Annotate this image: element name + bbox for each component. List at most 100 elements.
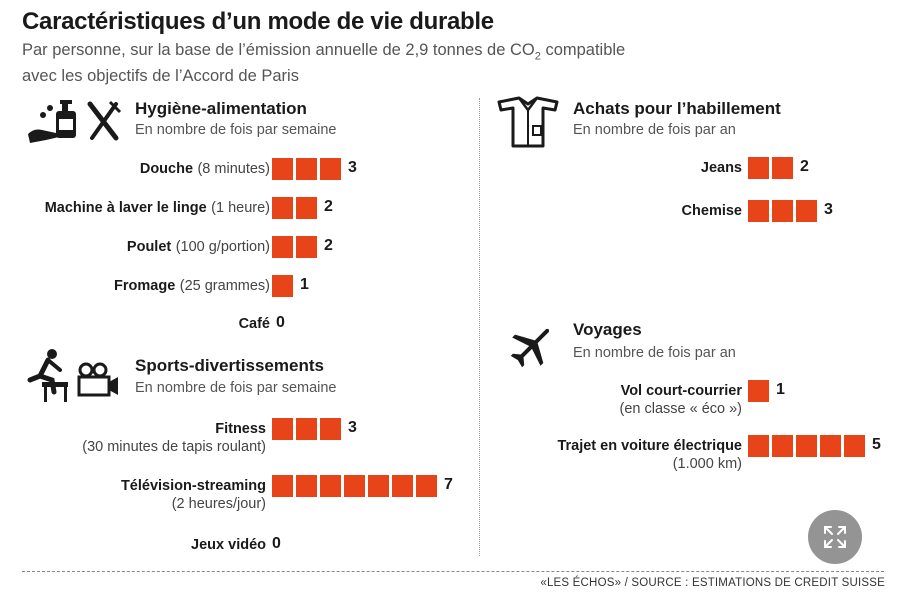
shirt-icon xyxy=(497,96,559,155)
bar-unit xyxy=(320,418,341,440)
bar-unit xyxy=(748,435,769,457)
bar-value: 3 xyxy=(824,201,833,218)
category-label: Vol court-courrier (en classe « éco ») xyxy=(619,382,742,418)
bar-unit xyxy=(772,435,793,457)
bar-row: Café 0 xyxy=(0,313,907,337)
bar-row: Chemise 3 xyxy=(0,200,907,224)
subtitle-line1-pre: Par personne, sur la base de l’émission … xyxy=(22,41,535,59)
section-unit-habillement: En nombre de fois par an xyxy=(573,122,736,138)
category-label: Machine à laver le linge (1 heure) xyxy=(45,199,270,217)
bar-value: 0 xyxy=(272,535,281,552)
category-detail: (100 g/portion) xyxy=(175,239,270,255)
subtitle-line2: avec les objectifs de l’Accord de Paris xyxy=(22,67,299,86)
bar-unit xyxy=(748,380,769,402)
category-subtitle: (2 heures/jour) xyxy=(171,496,266,512)
page-subtitle: Par personne, sur la base de l’émission … xyxy=(22,40,625,86)
category-label: Jeans xyxy=(701,159,742,177)
bar-unit xyxy=(296,197,317,219)
bar-unit xyxy=(296,418,317,440)
bar-unit xyxy=(344,475,365,497)
expand-button[interactable] xyxy=(808,510,862,564)
category-name: Café xyxy=(238,316,270,332)
bar-unit xyxy=(748,200,769,222)
category-label: Fromage (25 grammes) xyxy=(114,277,270,295)
section-title-habillement: Achats pour l’habillement xyxy=(573,99,781,118)
bar-row: Douche (8 minutes) 3 xyxy=(0,158,907,182)
bar-unit xyxy=(320,158,341,180)
category-name: Fitness xyxy=(215,421,266,437)
bar-unit xyxy=(820,435,841,457)
category-label: Poulet (100 g/portion) xyxy=(127,238,270,256)
cutlery-icon xyxy=(86,100,122,147)
bar-unit xyxy=(772,157,793,179)
bar-row: Machine à laver le linge (1 heure) 2 xyxy=(0,197,907,221)
footer-divider xyxy=(22,571,884,572)
category-name: Télévision-streaming xyxy=(120,478,266,494)
category-detail: (25 grammes) xyxy=(179,278,270,294)
category-name: Fromage xyxy=(114,278,176,294)
bar-row: Jeans 2 xyxy=(0,157,907,181)
bar-unit xyxy=(796,435,817,457)
category-name: Chemise xyxy=(681,203,742,219)
category-label: Chemise xyxy=(682,202,742,220)
bar-value: 2 xyxy=(800,158,809,175)
category-label: Douche (8 minutes) xyxy=(140,160,270,178)
page-title: Caractéristiques d’un mode de vie durabl… xyxy=(22,8,494,35)
bar-unit xyxy=(748,157,769,179)
bar-value: 2 xyxy=(324,198,333,215)
bar-value: 5 xyxy=(872,436,881,453)
category-label: Télévision-streaming (2 heures/jour) xyxy=(121,477,266,513)
bar-value: 2 xyxy=(324,237,333,254)
section-title-hygiene: Hygiène-alimentation xyxy=(135,99,307,118)
category-name: Vol court-courrier xyxy=(620,383,742,399)
bar-value: 0 xyxy=(276,314,285,331)
bar-unit xyxy=(844,435,865,457)
section-unit-hygiene: En nombre de fois par semaine xyxy=(135,122,337,138)
source-credit: «LES ÉCHOS» / SOURCE : ESTIMATIONS DE CR… xyxy=(540,577,885,589)
hand-soap-icon xyxy=(26,96,80,151)
bar-row: Trajet en voiture électrique (1.000 km) 5 xyxy=(0,435,907,472)
category-name: Trajet en voiture électrique xyxy=(557,438,742,454)
category-name: Douche xyxy=(139,161,194,177)
expand-icon xyxy=(824,526,846,548)
bar-unit xyxy=(772,200,793,222)
category-subtitle: (en classe « éco ») xyxy=(619,401,742,417)
bar-value: 7 xyxy=(444,476,453,493)
section-title-sports: Sports-divertissements xyxy=(135,356,324,375)
category-name: Jeans xyxy=(700,160,742,176)
bar-value: 3 xyxy=(348,419,357,436)
category-label: Trajet en voiture électrique (1.000 km) xyxy=(557,437,742,473)
category-subtitle: (30 minutes de tapis roulant) xyxy=(82,439,266,455)
category-name: Machine à laver le linge xyxy=(44,200,207,216)
bar-unit xyxy=(416,475,437,497)
video-camera-icon xyxy=(76,362,120,403)
bar-value: 3 xyxy=(348,159,357,176)
bar-unit xyxy=(272,275,293,297)
category-label: Café xyxy=(239,315,270,333)
section-unit-sports: En nombre de fois par semaine xyxy=(135,380,337,396)
airplane-icon xyxy=(508,322,556,375)
bar-row: Vol court-courrier (en classe « éco ») 1 xyxy=(0,380,907,417)
bar-unit xyxy=(320,475,341,497)
category-name: Poulet xyxy=(126,239,172,255)
bar-unit xyxy=(272,158,293,180)
subtitle-line1-sub: 2 xyxy=(534,50,541,63)
bar-value: 1 xyxy=(776,381,785,398)
bar-row: Fromage (25 grammes) 1 xyxy=(0,275,907,299)
bar-unit xyxy=(272,475,293,497)
bar-row: Télévision-streaming (2 heures/jour) 7 xyxy=(0,475,907,512)
bar-unit xyxy=(392,475,413,497)
bar-row: Jeux vidéo 0 xyxy=(0,534,907,558)
bar-unit xyxy=(796,200,817,222)
category-label: Jeux vidéo xyxy=(191,536,266,554)
bar-unit xyxy=(272,197,293,219)
category-subtitle: (1.000 km) xyxy=(672,456,742,472)
category-detail: (1 heure) xyxy=(211,200,270,216)
category-label: Fitness (30 minutes de tapis roulant) xyxy=(82,420,266,456)
section-title-voyages: Voyages xyxy=(573,320,642,339)
section-unit-voyages: En nombre de fois par an xyxy=(573,345,736,361)
bar-row: Poulet (100 g/portion) 2 xyxy=(0,236,907,260)
bar-value: 1 xyxy=(300,276,309,293)
bar-unit xyxy=(296,475,317,497)
runner-hurdle-icon xyxy=(24,348,70,409)
